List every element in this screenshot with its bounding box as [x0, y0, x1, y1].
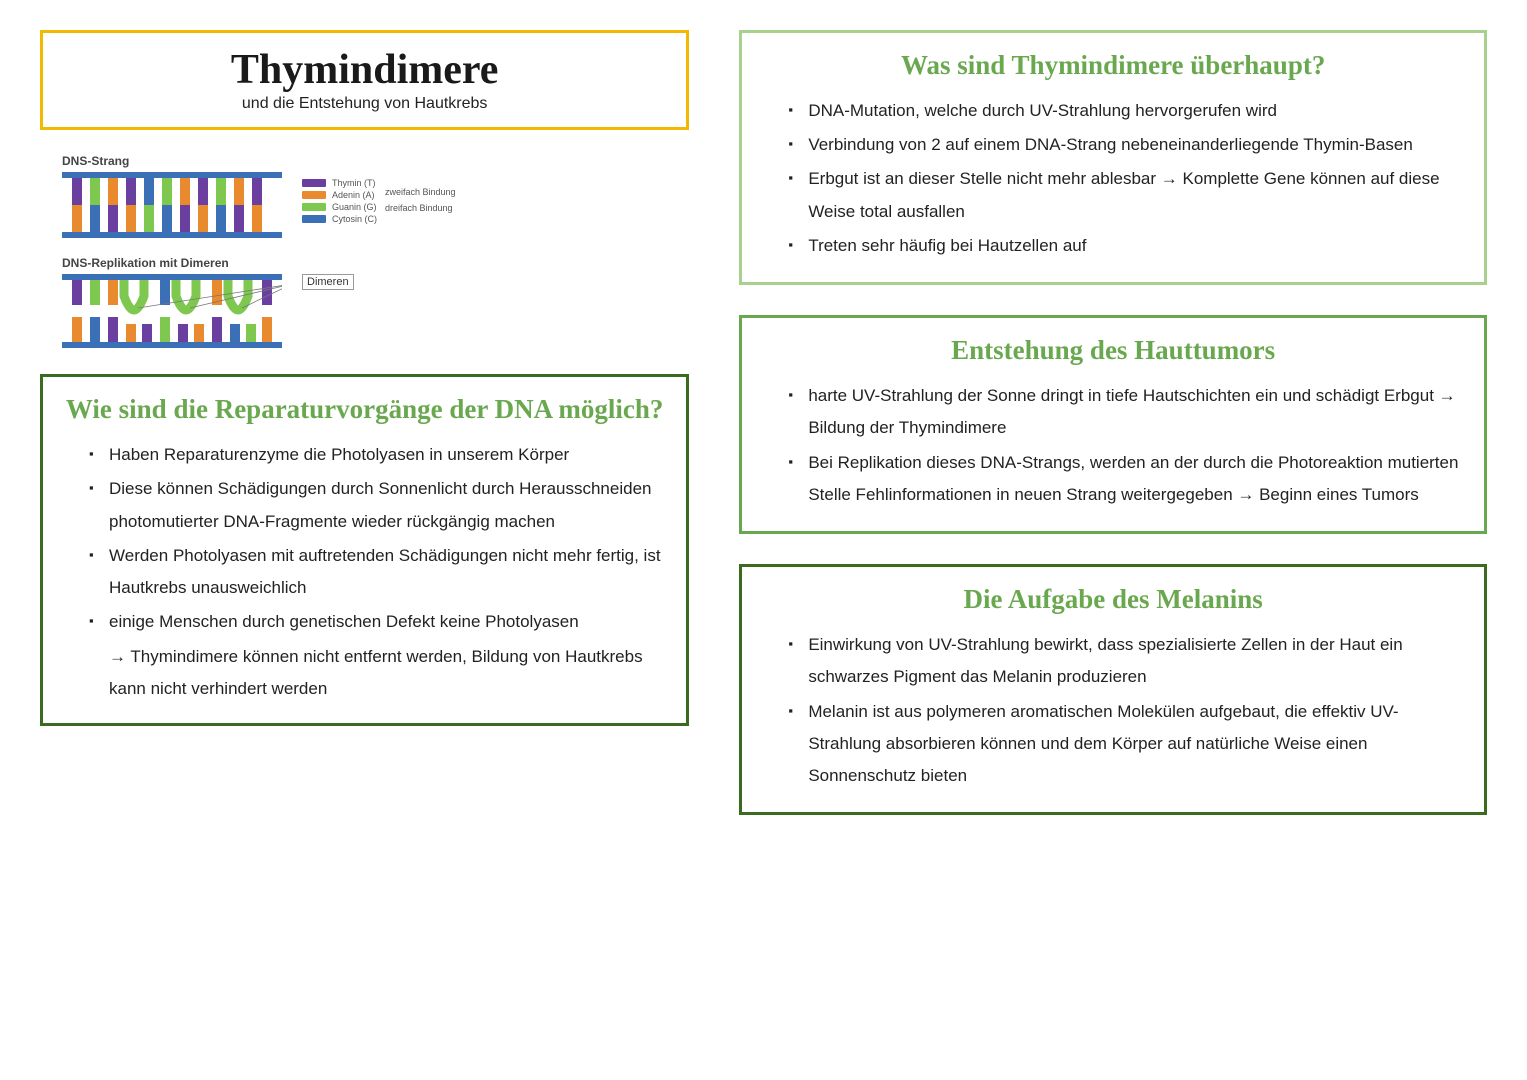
- dna-diagram: DNS-Strang: [40, 148, 689, 356]
- dna-strand-label: DNS-Strang: [62, 154, 681, 168]
- dna-strand-svg: [62, 172, 282, 242]
- bracket-bottom-label: dreifach Bindung: [385, 203, 456, 213]
- repair-item: Diese können Schädigungen durch Sonnenli…: [89, 473, 666, 538]
- dna-legend: Thymin (T) Adenin (A) Guanin (G) Cytosin…: [302, 178, 377, 224]
- legend-brackets: zweifach Bindung dreifach Bindung: [385, 176, 456, 224]
- legend-label-adenin: Adenin (A): [332, 190, 375, 200]
- legend-adenin: Adenin (A): [302, 190, 377, 200]
- page-root: Thymindimere und die Entstehung von Haut…: [40, 30, 1487, 1050]
- repair-list: Haben Reparaturenzyme die Photolyasen in…: [63, 439, 666, 639]
- legend-label-cytosin: Cytosin (C): [332, 214, 377, 224]
- dimeren-callout: Dimeren: [302, 276, 354, 288]
- melanin-title: Die Aufgabe des Melanins: [762, 583, 1464, 617]
- swatch-thymin: [302, 179, 326, 187]
- what-item: Treten sehr häufig bei Hautzellen auf: [788, 230, 1464, 262]
- melanin-item: Einwirkung von UV-Strahlung bewirkt, das…: [788, 629, 1464, 694]
- subtitle: und die Entstehung von Hautkrebs: [63, 95, 666, 113]
- tumor-list: harte UV-Strahlung der Sonne dringt in t…: [762, 380, 1464, 511]
- left-column: Thymindimere und die Entstehung von Haut…: [40, 30, 689, 1050]
- bracket-top-label: zweifach Bindung: [385, 187, 456, 197]
- tumor-item: Bei Replikation dieses DNA-Strangs, werd…: [788, 447, 1464, 512]
- legend-thymin: Thymin (T): [302, 178, 377, 188]
- dna-legend-block: Thymin (T) Adenin (A) Guanin (G) Cytosin…: [302, 172, 456, 224]
- dna-strand-bottom-row: Dimeren: [62, 274, 681, 354]
- melanin-list: Einwirkung von UV-Strahlung bewirkt, das…: [762, 629, 1464, 792]
- what-list: DNA-Mutation, welche durch UV-Strahlung …: [762, 95, 1464, 262]
- dimeren-label: Dimeren: [302, 274, 354, 290]
- dna-strand-top-row: Thymin (T) Adenin (A) Guanin (G) Cytosin…: [62, 172, 681, 242]
- repair-item: einige Menschen durch genetischen Defekt…: [89, 606, 666, 638]
- dna-replication-svg: [62, 274, 282, 354]
- melanin-item: Melanin ist aus polymeren aromatischen M…: [788, 696, 1464, 793]
- tumor-card: Entstehung des Hauttumors harte UV-Strah…: [739, 315, 1487, 534]
- swatch-guanin: [302, 203, 326, 211]
- repair-item: Werden Photolyasen mit auftretenden Schä…: [89, 540, 666, 605]
- repair-item: Haben Reparaturenzyme die Photolyasen in…: [89, 439, 666, 471]
- legend-cytosin: Cytosin (C): [302, 214, 377, 224]
- swatch-cytosin: [302, 215, 326, 223]
- tumor-item: harte UV-Strahlung der Sonne dringt in t…: [788, 380, 1464, 445]
- dna-replication-label: DNS-Replikation mit Dimeren: [62, 256, 681, 270]
- main-title: Thymindimere: [63, 47, 666, 93]
- melanin-card: Die Aufgabe des Melanins Einwirkung von …: [739, 564, 1487, 815]
- what-title: Was sind Thymindimere überhaupt?: [762, 49, 1464, 83]
- what-item: Erbgut ist an dieser Stelle nicht mehr a…: [788, 163, 1464, 228]
- repair-tail: → Thymindimere können nicht entfernt wer…: [63, 641, 666, 706]
- swatch-adenin: [302, 191, 326, 199]
- repair-card: Wie sind die Reparaturvorgänge der DNA m…: [40, 374, 689, 726]
- title-card: Thymindimere und die Entstehung von Haut…: [40, 30, 689, 130]
- what-card: Was sind Thymindimere überhaupt? DNA-Mut…: [739, 30, 1487, 285]
- tumor-title: Entstehung des Hauttumors: [762, 334, 1464, 368]
- legend-guanin: Guanin (G): [302, 202, 377, 212]
- legend-label-guanin: Guanin (G): [332, 202, 377, 212]
- what-item: Verbindung von 2 auf einem DNA-Strang ne…: [788, 129, 1464, 161]
- legend-label-thymin: Thymin (T): [332, 178, 376, 188]
- repair-title: Wie sind die Reparaturvorgänge der DNA m…: [63, 393, 666, 427]
- right-column: Was sind Thymindimere überhaupt? DNA-Mut…: [739, 30, 1487, 1050]
- what-item: DNA-Mutation, welche durch UV-Strahlung …: [788, 95, 1464, 127]
